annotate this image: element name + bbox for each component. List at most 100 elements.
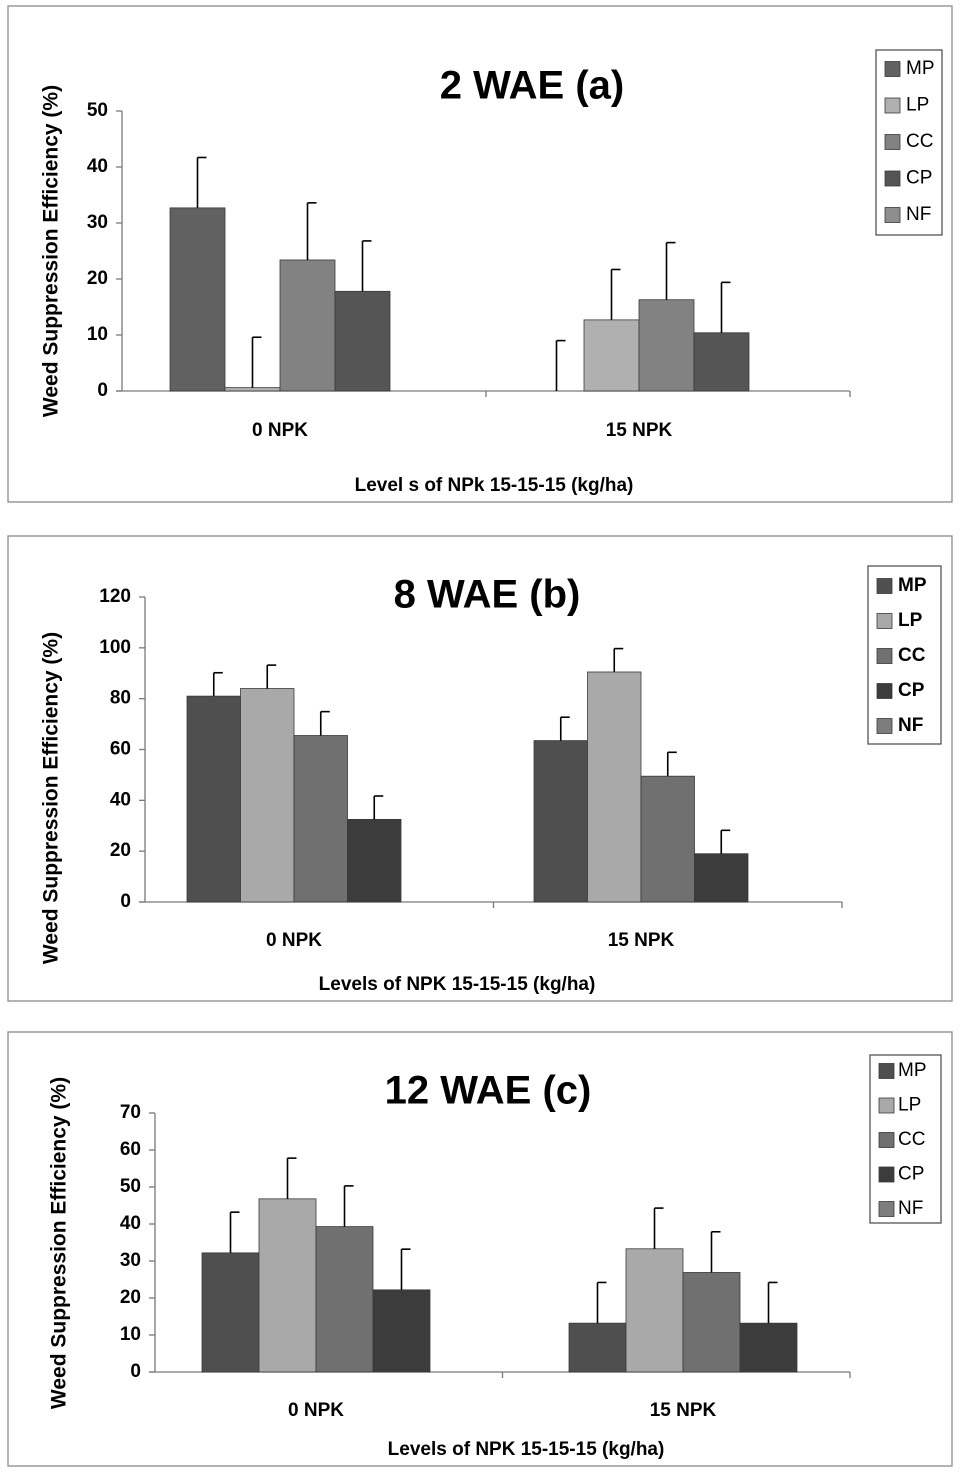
legend-swatch-mp <box>878 1063 895 1079</box>
chart-panel-3: 12 WAE (c) 0 10 20 30 40 50 60 70 Weed Suppressio… <box>7 1031 953 1467</box>
bar-mp-2 <box>568 1322 627 1373</box>
legend: MP LP CC CP NF <box>867 565 942 745</box>
y-tick-label: 10 <box>87 324 108 345</box>
legend-swatch-cp <box>878 1166 895 1183</box>
bar-lp-2 <box>583 319 640 392</box>
x-tick-label: 15 NPK <box>650 1400 717 1421</box>
bar-mp-1 <box>201 1252 260 1373</box>
legend-label-nf: NF <box>906 204 931 225</box>
chart-panel-2: 8 WAE (b) 0 20 40 60 80 100 120 Weed Suppression… <box>7 535 953 1002</box>
legend-label-nf: NF <box>898 715 923 736</box>
legend-label-cc: CC <box>898 645 926 666</box>
chart-title: 8 WAE (b) <box>394 573 581 617</box>
legend-label-mp: MP <box>898 575 927 596</box>
y-tick-label: 100 <box>99 637 131 658</box>
y-tick-label: 20 <box>110 840 131 861</box>
bar-cc-2 <box>638 299 695 392</box>
y-tick-label: 40 <box>120 1213 141 1234</box>
chart-title: 12 WAE (c) <box>385 1069 592 1113</box>
y-tick-label: 30 <box>87 212 108 233</box>
chart-panel-1: 2 WAE (a) 0 10 20 30 40 50 Weed Suppression Eff… <box>7 5 953 503</box>
bar-lp-2 <box>625 1248 684 1373</box>
y-tick-label: 50 <box>87 100 108 121</box>
bar-cp-2 <box>694 853 749 903</box>
legend-label-nf: NF <box>898 1198 923 1219</box>
legend-label-lp: LP <box>898 1095 921 1116</box>
legend-label-lp: LP <box>898 610 923 631</box>
legend-label-cp: CP <box>898 1164 924 1185</box>
y-tick-label: 120 <box>99 586 131 607</box>
chart-frame <box>7 5 953 503</box>
legend-swatch-cp <box>884 170 901 187</box>
x-tick-label: 0 NPK <box>252 420 308 441</box>
y-tick-label: 70 <box>120 1102 141 1123</box>
legend-label-cp: CP <box>898 680 925 701</box>
x-tick-label: 0 NPK <box>266 930 322 951</box>
bar-lp-1 <box>224 387 281 392</box>
y-tick-label: 60 <box>120 1139 141 1160</box>
legend-label-cc: CC <box>898 1129 925 1150</box>
legend-swatch-nf <box>884 207 901 223</box>
x-axis-title: Level s of NPk 15-15-15 (kg/ha) <box>355 475 634 496</box>
bar-cp-1 <box>334 290 391 392</box>
y-tick-label: 0 <box>130 1361 141 1382</box>
y-tick-label: 40 <box>110 789 131 810</box>
y-tick-label: 0 <box>120 891 131 912</box>
legend-swatch-mp <box>876 578 893 594</box>
x-tick-label: 0 NPK <box>288 1400 344 1421</box>
bar-cc-1 <box>315 1226 374 1373</box>
legend-swatch-nf <box>878 1201 895 1217</box>
y-tick-label: 20 <box>87 268 108 289</box>
legend-label-lp: LP <box>906 95 929 116</box>
y-tick-label: 40 <box>87 156 108 177</box>
bar-cc-2 <box>640 775 695 903</box>
legend-label-mp: MP <box>898 1060 927 1081</box>
y-tick-label: 30 <box>120 1250 141 1271</box>
legend-label-mp: MP <box>906 58 935 79</box>
x-tick-label: 15 NPK <box>606 420 673 441</box>
y-tick-label: 10 <box>120 1324 141 1345</box>
y-tick-label: 60 <box>110 739 131 760</box>
y-axis-title: Weed Suppression Efficiency (%) <box>48 1077 71 1409</box>
legend-box <box>875 49 943 236</box>
chart-title: 2 WAE (a) <box>440 64 624 108</box>
legend-swatch-lp <box>876 613 893 629</box>
bar-lp-2 <box>587 671 642 903</box>
legend-swatch-mp <box>884 61 901 77</box>
legend: MP LP CC CP NF <box>869 1054 942 1224</box>
y-tick-label: 80 <box>110 688 131 709</box>
bar-cp-1 <box>372 1289 431 1373</box>
legend-swatch-cc <box>878 1132 895 1148</box>
chart-frame <box>7 535 953 1002</box>
legend-swatch-cp <box>876 683 893 699</box>
bar-cc-2 <box>682 1272 741 1373</box>
bar-mp-1 <box>169 207 226 392</box>
legend-swatch-cc <box>876 648 893 664</box>
y-axis-title: Weed Suppression Efficiency (%) <box>40 85 63 417</box>
legend-swatch-lp <box>884 97 901 114</box>
bar-cp-2 <box>739 1322 798 1373</box>
legend-swatch-lp <box>878 1097 895 1114</box>
bar-lp-1 <box>240 688 295 903</box>
bar-mp-2 <box>533 740 588 903</box>
y-axis-title: Weed Suppression Efficiency (%) <box>40 632 63 964</box>
bar-cc-1 <box>293 735 348 903</box>
bar-cp-2 <box>693 332 750 392</box>
bar-lp-1 <box>258 1198 317 1373</box>
legend-swatch-nf <box>876 718 893 734</box>
chart-frame <box>7 1031 953 1467</box>
x-tick-label: 15 NPK <box>608 930 675 951</box>
y-tick-label: 20 <box>120 1287 141 1308</box>
y-tick-label: 0 <box>97 380 108 401</box>
legend-swatch-cc <box>884 134 901 150</box>
x-axis-title: Levels of NPK 15-15-15 (kg/ha) <box>319 974 596 995</box>
y-tick-label: 50 <box>120 1176 141 1197</box>
bar-cc-1 <box>279 259 336 392</box>
legend-label-cp: CP <box>906 168 932 189</box>
legend-label-cc: CC <box>906 131 933 152</box>
bar-mp-1 <box>186 695 241 903</box>
legend: MP LP CC CP NF <box>875 49 943 236</box>
x-axis-title: Levels of NPK 15-15-15 (kg/ha) <box>388 1439 665 1460</box>
bar-cp-1 <box>347 818 402 903</box>
